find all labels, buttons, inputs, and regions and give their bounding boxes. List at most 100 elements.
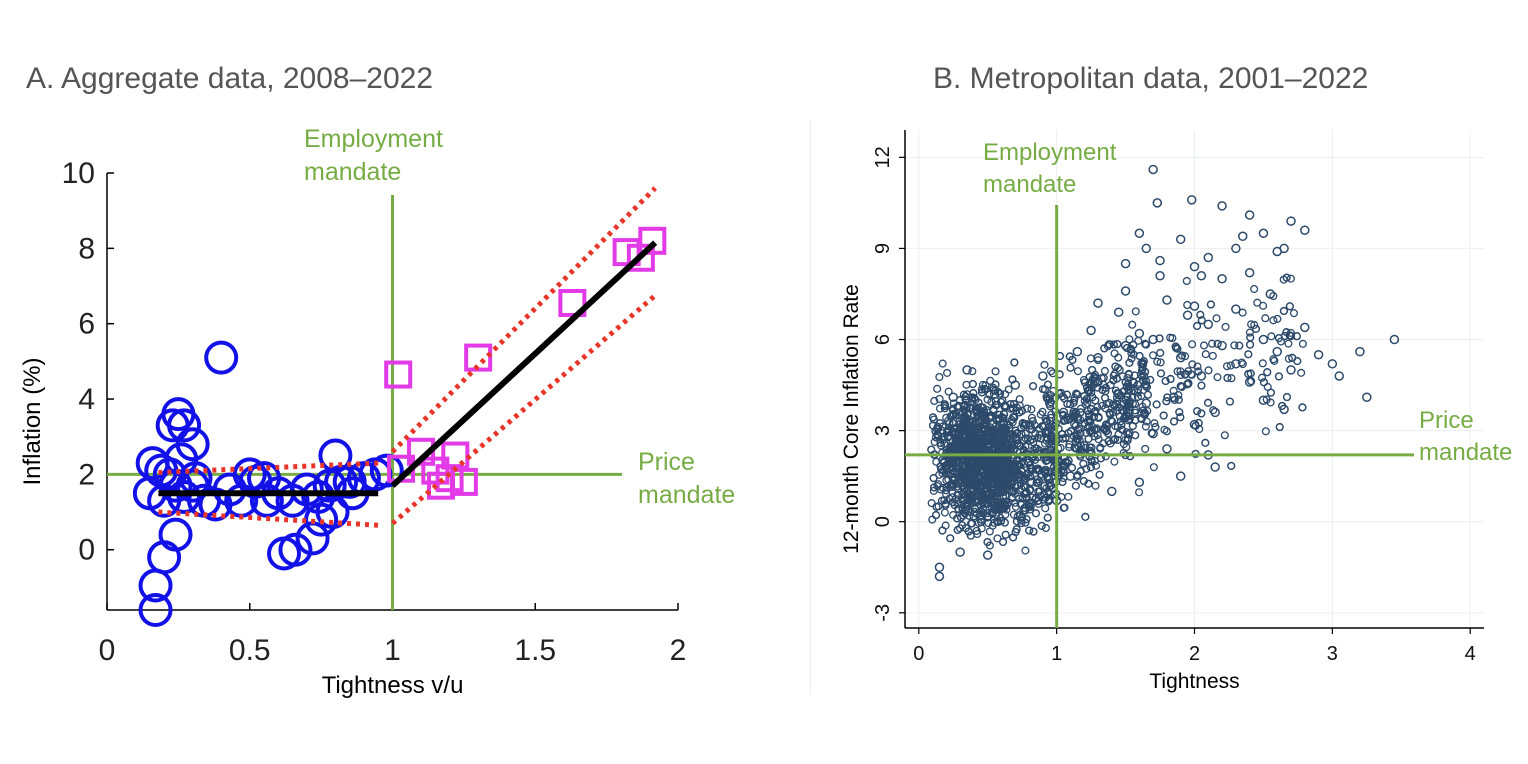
metro-point bbox=[1034, 487, 1043, 496]
metro-point bbox=[1060, 416, 1070, 425]
metro-point bbox=[978, 430, 987, 440]
metro-point bbox=[1057, 430, 1067, 439]
metro-point bbox=[962, 474, 971, 483]
metro-point bbox=[1013, 467, 1022, 476]
metro-point bbox=[986, 448, 996, 457]
price-mandate-label: mandate bbox=[1419, 439, 1512, 466]
metro-point bbox=[995, 447, 1004, 456]
metro-point bbox=[1107, 486, 1117, 497]
metro-point bbox=[987, 433, 996, 442]
metro-point bbox=[1087, 378, 1096, 387]
metro-point bbox=[964, 471, 973, 480]
metro-point bbox=[988, 459, 997, 468]
metro-point bbox=[965, 423, 974, 433]
metro-point bbox=[987, 484, 996, 493]
metro-point bbox=[1091, 396, 1100, 405]
metro-point bbox=[999, 476, 1008, 485]
metro-point bbox=[999, 491, 1008, 501]
metro-point bbox=[979, 411, 988, 420]
metro-point bbox=[1102, 420, 1111, 429]
metro-point bbox=[1094, 435, 1103, 444]
metro-point bbox=[1203, 319, 1214, 330]
metro-point bbox=[982, 462, 991, 472]
metro-point bbox=[1012, 403, 1021, 412]
metro-point bbox=[1102, 426, 1111, 435]
metro-point bbox=[955, 472, 964, 481]
metro-point bbox=[976, 483, 985, 492]
metro-point bbox=[1027, 450, 1037, 459]
data-point-circle bbox=[318, 438, 353, 473]
metro-point bbox=[1008, 466, 1018, 475]
metro-point bbox=[1042, 392, 1051, 401]
metro-point bbox=[977, 517, 986, 527]
metro-point bbox=[973, 436, 982, 445]
metro-point bbox=[1047, 430, 1056, 440]
metro-point bbox=[1060, 453, 1069, 462]
metro-point bbox=[949, 510, 958, 520]
metro-point bbox=[971, 455, 980, 464]
metro-point bbox=[988, 456, 997, 465]
metro-point bbox=[1002, 434, 1011, 443]
metro-point bbox=[1007, 463, 1016, 472]
metro-point bbox=[983, 395, 992, 404]
metro-point bbox=[933, 384, 942, 393]
metro-point bbox=[1060, 453, 1069, 462]
metro-point bbox=[1259, 301, 1268, 310]
metro-point bbox=[989, 385, 998, 394]
metro-point bbox=[986, 413, 995, 422]
metro-point bbox=[972, 408, 981, 417]
metro-point bbox=[1012, 525, 1021, 534]
metro-point bbox=[1173, 344, 1182, 353]
y-tick-label: 8 bbox=[78, 232, 95, 265]
metro-point bbox=[1042, 453, 1051, 462]
metro-point bbox=[1222, 362, 1232, 371]
metro-point bbox=[1124, 379, 1133, 388]
metro-point bbox=[1004, 460, 1013, 469]
metro-point bbox=[1285, 302, 1294, 311]
metro-point bbox=[1000, 410, 1009, 419]
metro-point bbox=[1034, 466, 1043, 475]
metro-point bbox=[1080, 392, 1089, 401]
metro-point bbox=[1064, 492, 1073, 501]
metro-point bbox=[936, 485, 945, 494]
metro-point bbox=[995, 410, 1004, 419]
metro-point bbox=[1096, 444, 1105, 453]
metro-point bbox=[1006, 479, 1015, 488]
metro-point bbox=[1176, 413, 1185, 422]
metro-point bbox=[970, 507, 979, 516]
metro-point bbox=[953, 448, 962, 457]
metro-point bbox=[1123, 436, 1132, 445]
metro-point bbox=[954, 447, 963, 456]
y-tick-label: 4 bbox=[78, 383, 95, 416]
metro-point bbox=[950, 501, 959, 510]
metro-point bbox=[983, 509, 992, 518]
metro-point bbox=[1009, 468, 1018, 477]
metro-point bbox=[981, 505, 990, 514]
metro-point bbox=[982, 459, 991, 468]
metro-point bbox=[1151, 422, 1160, 432]
metro-point bbox=[938, 469, 947, 478]
metro-point bbox=[1127, 349, 1136, 358]
y-tick-label: 6 bbox=[872, 334, 894, 345]
metro-point bbox=[984, 443, 993, 452]
metro-point bbox=[1052, 451, 1061, 460]
metro-point bbox=[1184, 367, 1193, 376]
metro-point bbox=[965, 462, 974, 471]
metro-point bbox=[1041, 465, 1050, 474]
metro-point bbox=[1142, 382, 1151, 392]
metro-point bbox=[1275, 423, 1284, 432]
metro-point bbox=[991, 400, 1000, 409]
metro-point bbox=[1045, 482, 1054, 491]
metro-point bbox=[1313, 349, 1324, 360]
metro-point bbox=[1017, 519, 1026, 528]
metro-point bbox=[965, 465, 974, 474]
metro-point bbox=[1090, 432, 1099, 441]
metro-point bbox=[1044, 467, 1053, 476]
metro-point bbox=[938, 483, 947, 492]
metro-point bbox=[948, 427, 957, 436]
metro-point bbox=[1045, 478, 1055, 487]
metro-point bbox=[982, 466, 992, 475]
metro-point bbox=[981, 381, 990, 390]
metro-point bbox=[1099, 373, 1108, 382]
metro-point bbox=[994, 459, 1003, 468]
